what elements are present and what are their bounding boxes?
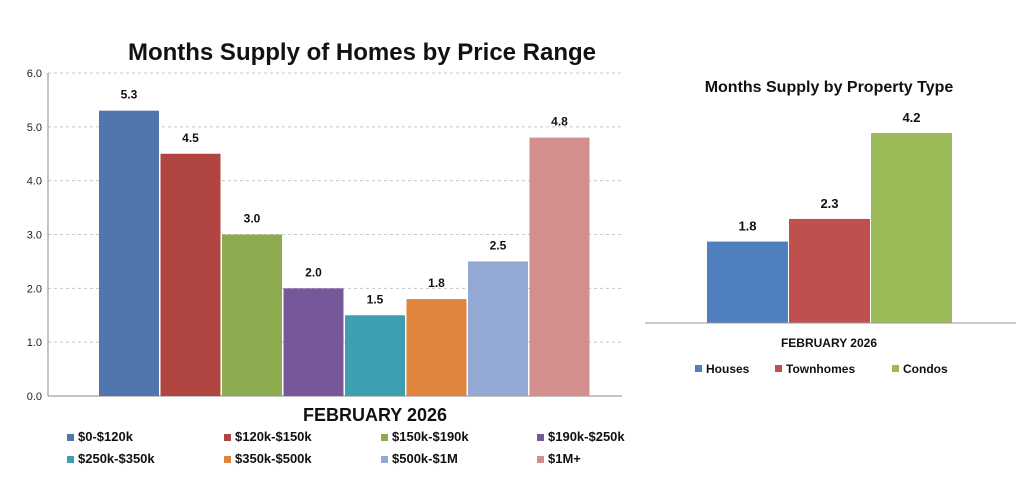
legend-label: $120k-$150k	[235, 429, 312, 444]
bar-townhomes	[789, 218, 870, 323]
legend-item: $150k-$190k	[381, 429, 469, 444]
legend-swatch	[381, 456, 388, 463]
y-tick-label: 0.0	[27, 391, 42, 403]
data-label: 1.5	[367, 292, 384, 306]
legend-swatch	[537, 456, 544, 463]
legend-label: $190k-$250k	[548, 429, 625, 444]
y-tick-label: 1.0	[27, 337, 42, 349]
legend-swatch	[224, 434, 231, 441]
y-tick-label: 6.0	[27, 68, 42, 80]
bar-houses	[707, 241, 788, 323]
bar-4	[283, 288, 344, 396]
legend-item: $350k-$500k	[224, 451, 312, 466]
data-label: 2.3	[820, 196, 838, 211]
bar-2	[160, 153, 221, 396]
bar-1	[99, 110, 159, 396]
data-label: 5.3	[121, 88, 138, 102]
legend-swatch	[67, 456, 74, 463]
legend-label: Townhomes	[786, 362, 855, 376]
property-type-chart-title: Months Supply by Property Type	[705, 79, 954, 96]
data-label: 1.8	[738, 219, 756, 234]
price-range-x-label: FEBRUARY 2026	[303, 405, 447, 425]
legend-item: Houses	[695, 362, 750, 376]
legend-swatch	[892, 365, 899, 372]
data-label: 2.5	[490, 238, 507, 252]
property-type-data-labels: 1.8 2.3 4.2	[738, 110, 920, 234]
legend-label: Houses	[706, 362, 750, 376]
data-label: 4.2	[902, 110, 920, 125]
legend-label: $350k-$500k	[235, 451, 312, 466]
legend-item: $1M+	[537, 451, 581, 466]
property-type-x-label: FEBRUARY 2026	[781, 336, 877, 350]
bar-condos	[871, 133, 952, 323]
legend-swatch	[537, 434, 544, 441]
legend-swatch	[775, 365, 782, 372]
legend-item: Townhomes	[775, 362, 855, 376]
data-label: 2.0	[305, 265, 322, 279]
property-type-legend: Houses Townhomes Condos	[695, 362, 948, 376]
legend-label: $0-$120k	[78, 429, 134, 444]
data-label: 4.8	[551, 115, 568, 129]
legend-label: $1M+	[548, 451, 581, 466]
property-type-chart-svg: Months Supply by Property Type 1.8 2.3 4.2…	[645, 79, 1016, 376]
legend-swatch	[381, 434, 388, 441]
legend-item: $250k-$350k	[67, 451, 155, 466]
legend-swatch	[224, 456, 231, 463]
data-label: 1.8	[428, 276, 445, 290]
legend-item: Condos	[892, 362, 948, 376]
bar-6	[406, 299, 467, 396]
legend-swatch	[695, 365, 702, 372]
legend-label: $150k-$190k	[392, 429, 469, 444]
y-tick-label: 4.0	[27, 176, 42, 188]
price-range-chart-svg: Months Supply of Homes by Price Range 0.…	[27, 39, 626, 466]
bar-8	[529, 137, 590, 396]
y-tick-label: 2.0	[27, 283, 42, 295]
legend-label: $500k-$1M	[392, 451, 458, 466]
legend-item: $0-$120k	[67, 429, 134, 444]
legend-item: $500k-$1M	[381, 451, 458, 466]
legend-label: $250k-$350k	[78, 451, 155, 466]
y-tick-label: 3.0	[27, 230, 42, 242]
property-type-bars	[707, 133, 952, 323]
legend-swatch	[67, 434, 74, 441]
bar-5	[345, 315, 405, 396]
y-tick-label: 5.0	[27, 122, 42, 134]
property-type-chart: Months Supply by Property Type 1.8 2.3 4.2…	[640, 0, 1024, 492]
price-range-bars	[99, 110, 590, 396]
bar-3	[222, 234, 282, 396]
price-range-chart: Months Supply of Homes by Price Range 0.…	[27, 39, 626, 466]
legend-label: Condos	[903, 362, 948, 376]
bar-7	[468, 261, 528, 396]
legend-item: $120k-$150k	[224, 429, 312, 444]
data-label: 3.0	[244, 212, 261, 226]
price-range-legend: $0-$120k $120k-$150k $150k-$190k $190k-$250…	[67, 429, 625, 466]
price-range-chart-title: Months Supply of Homes by Price Range	[128, 39, 596, 66]
legend-item: $190k-$250k	[537, 429, 625, 444]
price-range-data-labels: 5.3 4.5 3.0 2.0 1.5 1.8 2.5 4.8	[121, 88, 569, 307]
data-label: 4.5	[182, 131, 199, 145]
